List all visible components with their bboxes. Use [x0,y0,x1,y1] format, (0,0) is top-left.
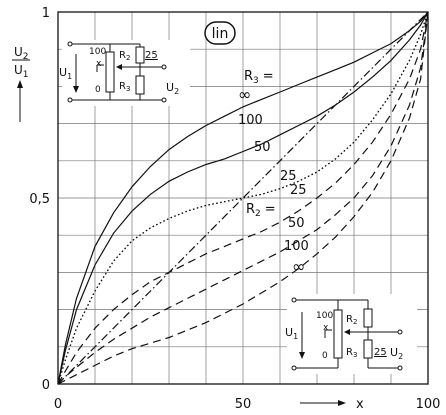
y-axis-label: U2 U1 [12,45,30,122]
y-tick-label: 0 [42,378,50,393]
series-r3-1 [57,11,429,385]
series-label-r2-5: 50 [288,216,305,231]
r3-label: R3 [346,347,357,359]
pot-wiper-label: x [96,59,102,69]
r2-value-label: 25 [145,50,158,61]
series-label-r3-3: 25 [280,169,297,184]
series-r3-0 [57,11,429,385]
y-label-den: U [14,63,23,77]
pot-wiper-label: x [323,323,329,333]
inset-circuit-top-left: 100 x 0 U1 R2 25 R3 U2 [59,40,190,106]
r3-label: R3 [119,81,130,93]
pot-zero-label: 0 [322,351,328,361]
series-r2-4 [57,11,429,385]
r3-value-label: 25 [374,347,387,358]
y-label-den-sub: 1 [23,70,29,80]
svg-text:U2: U2 [14,45,29,62]
curves [57,11,429,385]
scale-badge-label: lin [212,26,229,42]
output-voltage-label: U2 [166,81,179,96]
r3-header: R3 = [244,69,274,86]
r3-resistor [135,75,145,95]
series-label-r3-0: ∞ [238,85,251,104]
x-axis-label: x [300,397,364,412]
x-tick-label: 50 [235,397,252,412]
series-r2-5 [57,11,429,385]
y-label-num: U [14,45,23,59]
svg-text:U1: U1 [14,63,29,80]
series-label-r3-1: 100 [238,113,263,128]
y-tick-label: 0,5 [29,192,50,207]
pot-resistor [333,309,343,359]
x-tick-label: 0 [54,397,62,412]
tick-labels: 0 50 100 0 0,5 1 [29,6,440,412]
series-label-r2-7: ∞ [292,257,305,276]
series-r3-3 [57,11,429,385]
input-voltage-label: U1 [59,66,72,81]
scale-badge: lin [204,21,236,45]
r2-resistor [135,46,145,64]
r2-resistor [363,308,373,328]
output-voltage-label: U2 [390,346,403,361]
pot-zero-label: 0 [95,85,101,95]
input-voltage-label: U1 [285,326,298,341]
series-label-r3-2: 50 [254,140,271,155]
r2-label: R2 [346,314,357,326]
pot-value-label: 100 [89,47,106,57]
r2-header: R2 = [246,202,276,219]
series-label-r2-6: 100 [284,239,309,254]
y-label-num-sub: 2 [23,52,29,62]
pot-value-label: 100 [316,311,333,321]
series-r2-7 [57,11,429,385]
y-tick-label: 1 [42,6,50,21]
series-label-r2-4: 25 [290,183,307,198]
r3-resistor [363,339,373,359]
pot-resistor [105,51,115,93]
inset-circuit-bottom-right: 100 x 0 U1 R2 R3 25 U2 [285,294,417,374]
r2-label: R2 [119,50,130,62]
plot-frame [57,11,429,385]
x-tick-label: 100 [416,397,441,412]
series-r2-6 [57,11,429,385]
x-label: x [356,397,364,412]
